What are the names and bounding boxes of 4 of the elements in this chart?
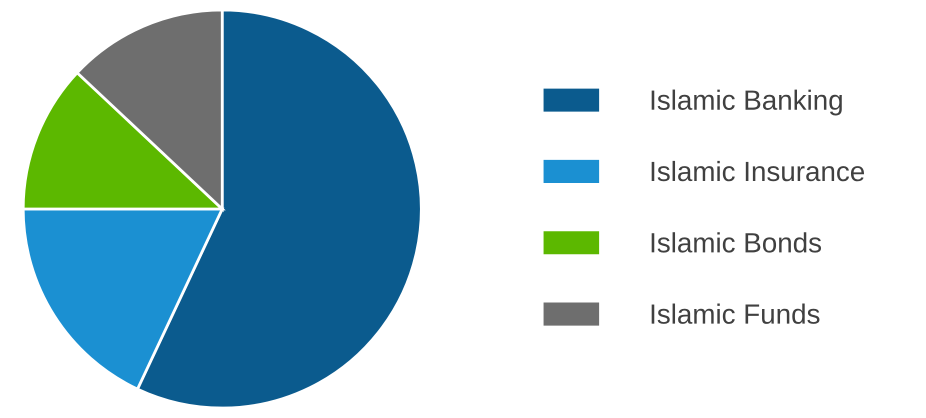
legend-label: Islamic Insurance xyxy=(652,160,864,182)
legend-label: Islamic Bonds xyxy=(652,232,822,253)
legend-label: Islamic Banking xyxy=(652,90,842,116)
legend-label: Islamic Funds xyxy=(652,304,820,324)
